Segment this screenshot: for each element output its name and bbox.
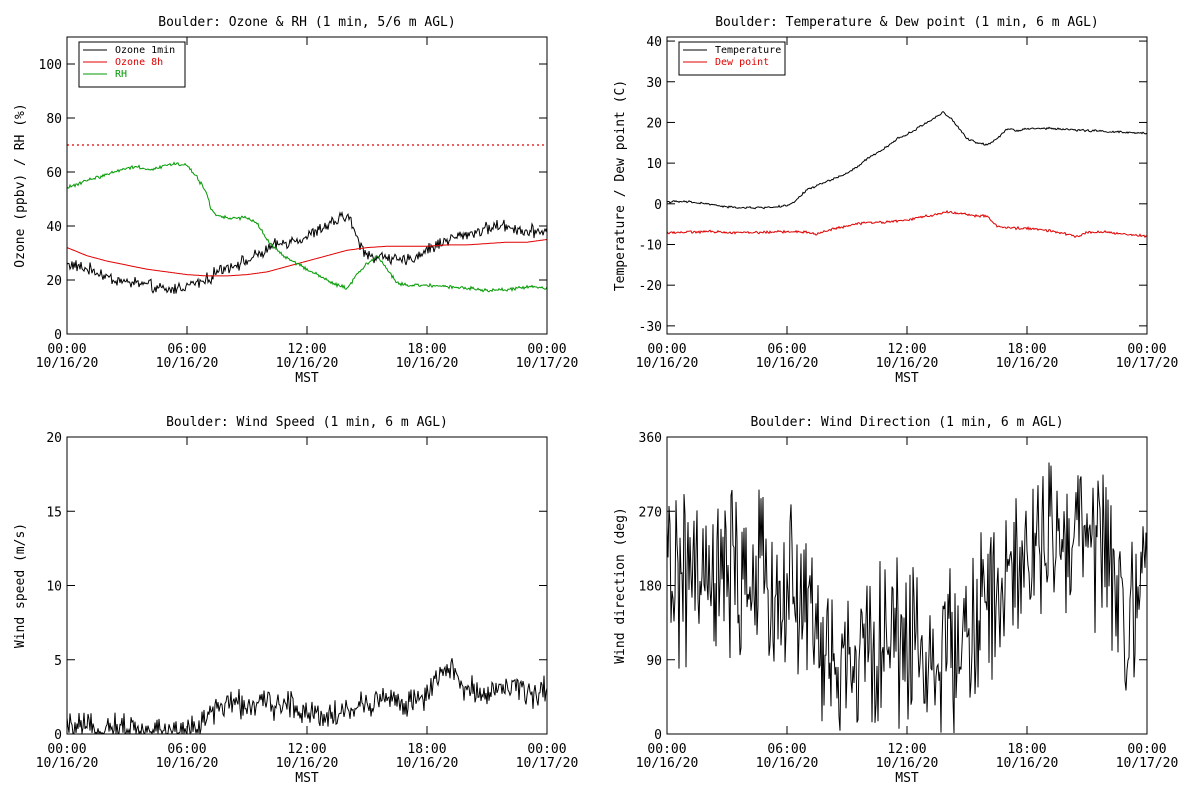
y-axis-label: Wind speed (m/s) bbox=[13, 523, 28, 648]
x-tick-date: 10/16/20 bbox=[876, 356, 939, 371]
y-tick-label: 20 bbox=[46, 274, 62, 289]
x-tick-date: 10/16/20 bbox=[636, 356, 699, 371]
chart-panel-2: Boulder: Wind Speed (1 min, 6 m AGL) 0 5 10… bbox=[13, 415, 578, 786]
x-tick-date: 10/16/20 bbox=[156, 756, 219, 771]
chart-title: Boulder: Wind Direction (1 min, 6 m AGL) bbox=[750, 415, 1063, 430]
x-tick-date: 10/16/20 bbox=[996, 756, 1059, 771]
y-tick-label: 30 bbox=[646, 76, 662, 91]
x-tick-time: 00:00 bbox=[1127, 742, 1166, 757]
x-tick-date: 10/16/20 bbox=[876, 756, 939, 771]
x-tick-time: 06:00 bbox=[767, 342, 806, 357]
x-tick-time: 00:00 bbox=[647, 342, 686, 357]
x-tick-date: 10/16/20 bbox=[756, 756, 819, 771]
y-axis-label: Wind direction (deg) bbox=[613, 507, 628, 664]
y-tick-label: 100 bbox=[39, 58, 62, 73]
x-tick-time: 06:00 bbox=[167, 742, 206, 757]
chart-panel-0: Boulder: Ozone & RH (1 min, 5/6 m AGL) 0 2… bbox=[13, 15, 578, 386]
y-tick-label: 20 bbox=[646, 116, 662, 131]
x-tick-date: 10/16/20 bbox=[156, 356, 219, 371]
x-tick-date: 10/16/20 bbox=[276, 356, 339, 371]
x-tick-time: 06:00 bbox=[167, 342, 206, 357]
legend-label: Ozone 8h bbox=[115, 57, 163, 68]
series-line-0 bbox=[667, 462, 1147, 734]
series-line-rh bbox=[67, 161, 547, 293]
y-axis-label: Ozone (ppbv) / RH (%) bbox=[13, 103, 28, 267]
legend-label: Temperature bbox=[715, 45, 781, 56]
y-axis-label: Temperature / Dew point (C) bbox=[613, 80, 628, 291]
series-line-ozone-1min bbox=[67, 210, 547, 294]
y-tick-label: 80 bbox=[46, 112, 62, 127]
x-tick-time: 18:00 bbox=[407, 342, 446, 357]
series-line-0 bbox=[67, 658, 547, 734]
y-tick-label: 10 bbox=[646, 157, 662, 172]
y-tick-label: -10 bbox=[639, 238, 662, 253]
x-axis-label: MST bbox=[895, 371, 919, 386]
y-tick-label: 10 bbox=[46, 580, 62, 595]
y-tick-label: -30 bbox=[639, 320, 662, 335]
y-tick-label: 60 bbox=[46, 166, 62, 181]
legend-label: RH bbox=[115, 69, 127, 80]
y-tick-label: 40 bbox=[646, 35, 662, 50]
x-tick-time: 06:00 bbox=[767, 742, 806, 757]
x-tick-date: 10/16/20 bbox=[36, 356, 99, 371]
y-tick-label: 0 bbox=[54, 728, 62, 743]
x-tick-time: 00:00 bbox=[647, 742, 686, 757]
legend-label: Dew point bbox=[715, 57, 769, 68]
y-tick-label: 20 bbox=[46, 431, 62, 446]
x-tick-time: 00:00 bbox=[527, 742, 566, 757]
y-tick-label: 15 bbox=[46, 505, 62, 520]
chart-panel-3: Boulder: Wind Direction (1 min, 6 m AGL)… bbox=[613, 415, 1178, 786]
x-tick-date: 10/16/20 bbox=[396, 756, 459, 771]
x-tick-date: 10/16/20 bbox=[756, 356, 819, 371]
x-tick-date: 10/16/20 bbox=[276, 756, 339, 771]
y-tick-label: 0 bbox=[54, 328, 62, 343]
y-tick-label: 40 bbox=[46, 220, 62, 235]
y-tick-label: 180 bbox=[639, 580, 662, 595]
x-tick-time: 18:00 bbox=[407, 742, 446, 757]
x-tick-time: 12:00 bbox=[287, 742, 326, 757]
plot-frame bbox=[666, 36, 1148, 335]
series-line-temperature bbox=[667, 110, 1147, 210]
y-tick-label: 0 bbox=[654, 198, 662, 213]
x-axis-label: MST bbox=[895, 771, 919, 786]
x-tick-date: 10/17/20 bbox=[1116, 756, 1179, 771]
x-tick-date: 10/16/20 bbox=[36, 756, 99, 771]
x-tick-time: 00:00 bbox=[47, 742, 86, 757]
y-tick-label: 270 bbox=[639, 505, 662, 520]
y-tick-label: 360 bbox=[639, 431, 662, 446]
x-tick-time: 12:00 bbox=[887, 742, 926, 757]
x-tick-date: 10/17/20 bbox=[516, 756, 579, 771]
x-axis-label: MST bbox=[295, 371, 319, 386]
x-tick-date: 10/16/20 bbox=[636, 756, 699, 771]
legend-label: Ozone 1min bbox=[115, 45, 175, 56]
x-tick-date: 10/16/20 bbox=[396, 356, 459, 371]
y-tick-label: -20 bbox=[639, 279, 662, 294]
x-tick-date: 10/17/20 bbox=[1116, 356, 1179, 371]
x-tick-time: 18:00 bbox=[1007, 342, 1046, 357]
series-line-dew-point bbox=[667, 209, 1147, 239]
x-tick-time: 12:00 bbox=[287, 342, 326, 357]
x-tick-date: 10/17/20 bbox=[516, 356, 579, 371]
x-tick-time: 00:00 bbox=[47, 342, 86, 357]
series-line-ozone-8h bbox=[67, 239, 547, 277]
x-axis-label: MST bbox=[295, 771, 319, 786]
x-tick-time: 00:00 bbox=[527, 342, 566, 357]
y-tick-label: 90 bbox=[646, 654, 662, 669]
plot-frame bbox=[666, 436, 1148, 735]
chart-panel-1: Boulder: Temperature & Dew point (1 min,… bbox=[613, 15, 1178, 386]
chart-title: Boulder: Temperature & Dew point (1 min,… bbox=[715, 15, 1099, 30]
chart-title: Boulder: Ozone & RH (1 min, 5/6 m AGL) bbox=[158, 15, 455, 30]
y-tick-label: 0 bbox=[654, 728, 662, 743]
plot-frame bbox=[66, 436, 548, 735]
x-tick-date: 10/16/20 bbox=[996, 356, 1059, 371]
y-tick-label: 5 bbox=[54, 654, 62, 669]
chart-title: Boulder: Wind Speed (1 min, 6 m AGL) bbox=[166, 415, 448, 430]
x-tick-time: 18:00 bbox=[1007, 742, 1046, 757]
x-tick-time: 12:00 bbox=[887, 342, 926, 357]
x-tick-time: 00:00 bbox=[1127, 342, 1166, 357]
